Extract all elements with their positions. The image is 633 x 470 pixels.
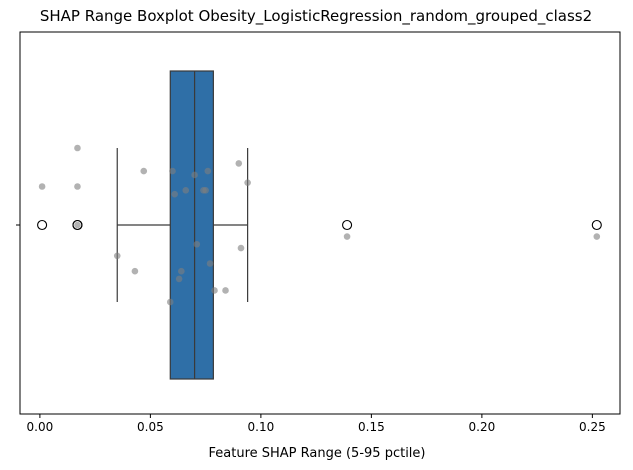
strip-point (222, 287, 229, 294)
chart-title: SHAP Range Boxplot Obesity_LogisticRegre… (40, 7, 592, 26)
strip-point (171, 190, 178, 198)
strip-point (191, 171, 198, 179)
strip-point (204, 167, 212, 175)
strip-point (131, 267, 139, 275)
strip-point (206, 260, 214, 267)
x-tick-label: 0.00 (27, 420, 54, 434)
strip-point (182, 187, 190, 194)
strip-point (74, 183, 81, 190)
x-axis-ticks: 0.00 0.05 0.10 0.15 0.20 0.25 (27, 414, 606, 434)
strip-point (74, 221, 81, 229)
outlier-point (342, 219, 353, 231)
strip-point (237, 244, 245, 252)
strip-point (244, 179, 251, 186)
x-axis-label: Feature SHAP Range (5-95 pctile) (209, 446, 426, 461)
strip-point (202, 187, 209, 194)
strip-point (175, 275, 183, 283)
outlier-points (37, 219, 602, 231)
strip-point (211, 287, 218, 294)
strip-point (166, 298, 174, 306)
strip-point (38, 183, 46, 190)
strip-point (343, 233, 351, 240)
strip-point (169, 167, 176, 175)
outlier-point (591, 219, 602, 231)
outlier-point (72, 219, 83, 231)
strip-point (235, 160, 243, 167)
strip-point (193, 240, 201, 248)
x-tick-label: 0.25 (579, 420, 606, 434)
outlier-point (37, 219, 48, 231)
iqr-box (169, 70, 214, 380)
strip-points (38, 144, 601, 306)
x-tick-label: 0.15 (358, 420, 385, 434)
box-layer (116, 70, 249, 380)
x-tick-label: 0.20 (469, 420, 496, 434)
strip-point (140, 167, 148, 175)
plot-frame (19, 31, 621, 415)
x-tick-label: 0.10 (248, 420, 275, 434)
strip-point (74, 144, 81, 152)
x-tick-label: 0.05 (137, 420, 164, 434)
strip-point (178, 267, 185, 275)
strip-point (113, 252, 121, 260)
strip-point (593, 233, 601, 240)
